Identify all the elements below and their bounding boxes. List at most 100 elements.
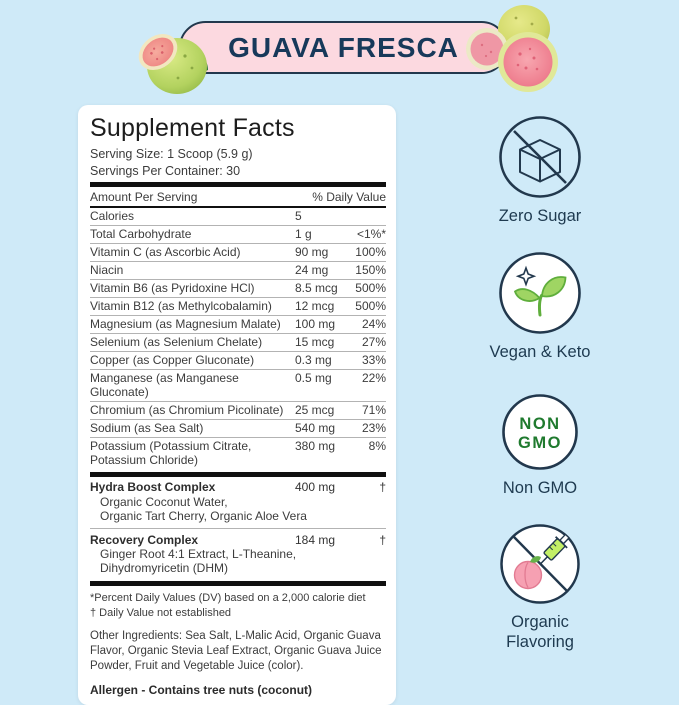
sprout-right-leaf [541,276,567,298]
complex-block: Recovery Complex 184 mg † Ginger Root 4:1 E… [90,527,386,579]
row-daily-value: 100% [355,245,386,260]
flavor-banner: GUAVA FRESCA [179,21,508,74]
divider-medium [90,206,386,208]
row-nutrient-name: Magnesium (as Magnesium Malate) [90,317,281,332]
table-row: Manganese (as Manganese Gluconate) 0.5 mg… [90,370,386,403]
footnote: † Daily Value not established [90,606,232,619]
row-amount: 1 g [295,227,312,242]
table-row: Niacin 24 mg 150% [90,262,386,281]
row-nutrient-name: Vitamin B6 (as Pyridoxine HCl) [90,281,255,296]
vegan-keto-icon [499,252,581,334]
sparkle [515,265,537,287]
table-row: Calories 5 [90,208,386,227]
footnote: *Percent Daily Values (DV) based on a 2,… [90,592,366,605]
non-gmo-text-line2: GMO [518,434,562,452]
row-amount: 380 mg [295,439,336,454]
peach [513,556,543,590]
row-daily-value: 150% [355,263,386,278]
badge-non-gmo: NON GMO Non GMO [478,393,602,498]
complex-amount: 184 mg [295,532,336,547]
daily-value-header: % Daily Value [312,190,386,204]
badge-label: Vegan & Keto [489,343,591,361]
row-amount: 0.3 mg [295,353,332,368]
row-daily-value: 27% [361,335,386,350]
complex-name: Hydra Boost Complex [90,479,216,494]
table-row: Vitamin B6 (as Pyridoxine HCl) 8.5 mcg 500… [90,280,386,299]
organic-flavoring-icon [500,524,580,604]
complex-amount: 400 mg [295,479,336,494]
sprout-left-leaf [513,288,541,302]
row-amount: 5 [295,209,302,223]
servings-per-container-text: Servings Per Container: 30 [90,163,241,178]
guava-half-front [498,32,558,92]
complex-daily-value: † [379,479,386,494]
row-nutrient-name: Sodium (as Sea Salt) [90,421,204,436]
nutrient-rows: Calories 5 Total Carbohydrate 1 g <1%* Vitami… [90,208,386,469]
complex-sub-ingredients: Dihydromyricetin (DHM) [100,561,229,576]
badge-zero-sugar: Zero Sugar [478,115,602,226]
row-daily-value: 33% [361,353,386,368]
row-nutrient-name: Copper (as Copper Gluconate) [90,353,255,368]
row-amount: 24 mg [295,263,329,278]
row-nutrient-name: Potassium (Potassium Citrate, Potassium … [90,439,252,467]
row-amount: 90 mg [295,245,329,260]
badge-vegan-keto: Vegan & Keto [478,251,602,362]
row-amount: 100 mg [295,317,336,332]
row-nutrient-name: Manganese (as Manganese Gluconate) [90,371,239,399]
table-row: Vitamin B12 (as Methylcobalamin) 12 mcg 50… [90,298,386,317]
row-nutrient-name: Chromium (as Chromium Picolinate) [90,403,284,418]
divider-thick-top [90,182,386,187]
complex-header: Hydra Boost Complex 400 mg † [90,479,386,495]
badge-label: Organic Flavoring [506,613,574,652]
table-row: Selenium (as Selenium Chelate) 15 mcg 27% [90,334,386,353]
badge-organic-flavoring: Organic Flavoring [478,523,602,652]
row-daily-value: 71% [361,403,386,418]
row-daily-value: 22% [361,371,386,386]
complex-name: Recovery Complex [90,532,199,547]
table-row: Total Carbohydrate 1 g <1%* [90,226,386,245]
guava-fruit-left-illustration [138,33,208,94]
row-nutrient-name: Vitamin B12 (as Methylcobalamin) [90,299,272,314]
row-nutrient-name: Vitamin C (as Ascorbic Acid) [90,245,241,260]
row-daily-value: <1%* [356,227,386,242]
non-gmo-text-line1: NON [519,415,560,433]
row-daily-value: 8% [368,439,386,454]
row-nutrient-name: Selenium (as Selenium Chelate) [90,335,263,350]
complex-sub-ingredients: Ginger Root 4:1 Extract, L-Theanine, [100,547,297,562]
footnotes: *Percent Daily Values (DV) based on a 2,… [90,591,386,620]
supplement-facts-panel: Supplement Facts Serving Size: 1 Scoop (… [78,105,396,705]
table-row: Potassium (Potassium Citrate, Potassium … [90,438,386,469]
divider-thick-bottom [90,581,386,587]
complex-block: Hydra Boost Complex 400 mg † Organic Coconu… [90,477,386,526]
row-daily-value: 500% [355,299,386,314]
row-amount: 8.5 mcg [295,281,338,296]
allergen-text: Allergen - Contains tree nuts (coconut) [90,682,313,697]
badge-label: Zero Sugar [498,207,582,225]
complex-sub-ingredients: Organic Tart Cherry, Organic Aloe Vera [100,508,307,523]
complex-daily-value: † [379,532,386,547]
table-header: Amount Per Serving % Daily Value [90,187,386,206]
row-amount: 25 mcg [295,403,335,418]
row-daily-value: 23% [361,421,386,436]
guava-half-back [466,28,508,70]
row-nutrient-name: Total Carbohydrate [90,227,192,242]
serving-size-text: Serving Size: 1 Scoop (5.9 g) [90,147,253,161]
zero-sugar-icon [499,116,581,198]
row-daily-value: 24% [361,317,386,332]
guava-cut-face [138,33,178,71]
complex-sub-ingredients: Organic Coconut Water, [100,494,228,509]
row-nutrient-name: Niacin [90,263,124,278]
row-nutrient-name: Calories [90,209,135,223]
complex-header: Recovery Complex 184 mg † [90,532,386,548]
panel-title: Supplement Facts [90,114,295,142]
row-amount: 0.5 mg [295,371,332,386]
sprout-stem [537,294,543,317]
table-row: Vitamin C (as Ascorbic Acid) 90 mg 100% [90,244,386,263]
complex-blocks: Hydra Boost Complex 400 mg † Organic Coconu… [90,477,386,579]
row-daily-value: 500% [355,281,386,296]
row-amount: 540 mg [295,421,336,436]
non-gmo-icon: NON GMO [502,394,578,470]
row-amount: 15 mcg [295,335,335,350]
badge-label: Non GMO [502,479,578,497]
table-row: Sodium (as Sea Salt) 540 mg 23% [90,420,386,439]
